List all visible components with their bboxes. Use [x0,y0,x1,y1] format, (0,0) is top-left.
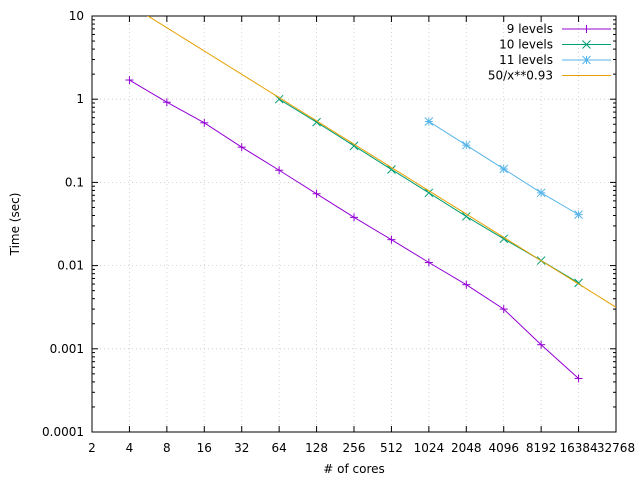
x-tick-label: 16384 [559,441,597,455]
y-tick-label: 0.01 [57,259,84,273]
axis-ticks [91,15,617,433]
data-point [275,166,284,175]
x-tick-label: 4096 [488,441,519,455]
data-point [424,258,433,267]
data-point [499,305,508,314]
legend-label: 10 levels [499,38,553,52]
data-point [582,55,591,65]
x-tick-label: 4 [126,441,134,455]
data-point [125,76,134,85]
y-tick-label: 0.1 [65,175,84,189]
x-tick-labels: 2 4 8 16 32 64 128 256 512 1024 2048 4096 8192 16384 3… [88,441,635,455]
series-layer [125,16,616,383]
legend-label: 9 levels [507,22,553,36]
x-tick-label: 2048 [451,441,482,455]
series-2 [424,117,583,219]
series-0 [125,76,583,383]
x-tick-label: 16 [197,441,212,455]
x-tick-label: 256 [343,441,366,455]
data-point [387,235,396,244]
data-point [582,40,591,49]
x-tick-label: 128 [305,441,328,455]
data-point [350,213,358,222]
y-tick-label: 0.0001 [42,425,84,439]
y-tick-label: 1 [76,92,84,106]
data-point [574,374,583,383]
data-point [387,165,396,174]
x-tick-label: 32768 [597,441,635,455]
x-tick-label: 64 [272,441,287,455]
data-point [200,118,209,127]
x-tick-label: 32 [234,441,249,455]
data-point [162,98,171,107]
data-point [582,25,591,33]
series-line [147,16,616,308]
data-point [424,117,434,126]
x-tick-label: 1024 [414,441,445,455]
legend-label: 50/x**0.93 [488,69,553,83]
data-point [536,188,546,198]
y-tick-label: 0.001 [50,342,84,356]
legend-label: 11 levels [499,53,553,67]
data-point [312,189,321,198]
x-tick-label: 2 [88,441,96,455]
data-point [499,164,509,174]
data-point [574,210,583,219]
data-point [237,143,246,152]
series-3 [147,16,616,308]
data-point [537,340,546,349]
data-point [274,94,284,104]
y-tick-label: 10 [69,9,84,23]
data-point [461,212,471,221]
data-point [349,141,359,151]
data-point [424,188,434,198]
y-axis-label: Time (sec) [8,193,22,257]
x-tick-label: 8192 [526,441,557,455]
y-tick-labels: 0.0001 0.001 0.01 0.1 1 10 [42,9,84,439]
x-tick-label: 512 [380,441,403,455]
x-tick-label: 8 [163,441,171,455]
grid-lines [92,16,616,432]
data-point [462,280,471,289]
x-axis-label: # of cores [323,462,385,476]
data-point [461,140,471,150]
